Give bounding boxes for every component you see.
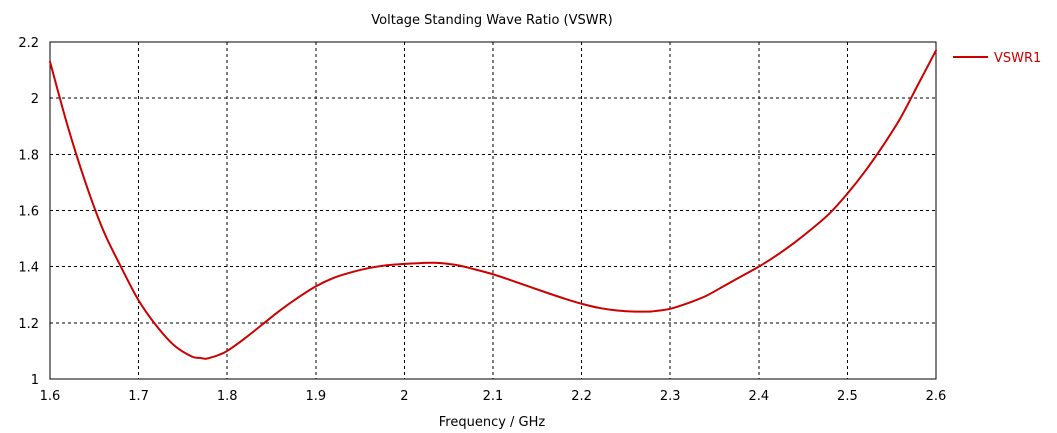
grid-layer	[50, 42, 936, 379]
y-tick-label: 1.6	[18, 205, 39, 220]
x-axis-ticks: 1.6 1.7 1.8 1.9 2 2.1 2.2 2.3 2.4 2.5 2.6	[40, 389, 947, 404]
chart-title: Voltage Standing Wave Ratio (VSWR)	[371, 13, 612, 28]
x-tick-label: 2.5	[837, 389, 858, 404]
series-line-vswr1	[49, 49, 937, 360]
plot-frame	[49, 41, 937, 380]
x-tick-label: 2.1	[483, 389, 504, 404]
y-tick-label: 1	[31, 373, 39, 388]
plot-border	[49, 41, 937, 380]
y-tick-label: 1.8	[18, 148, 39, 163]
legend: VSWR1	[953, 51, 1041, 66]
series-layer	[49, 49, 937, 360]
legend-label-vswr1: VSWR1	[994, 51, 1041, 66]
y-tick-label: 2	[31, 92, 39, 107]
x-tick-label: 2.2	[571, 389, 592, 404]
x-tick-label: 2	[400, 389, 408, 404]
x-tick-label: 2.6	[926, 389, 947, 404]
x-tick-label: 1.7	[128, 389, 149, 404]
y-tick-label: 1.4	[18, 261, 39, 276]
y-axis-ticks: 1 1.2 1.4 1.6 1.8 2 2.2	[18, 36, 39, 388]
x-axis-label: Frequency / GHz	[439, 415, 546, 430]
x-tick-label: 1.6	[40, 389, 61, 404]
x-tick-label: 2.3	[660, 389, 681, 404]
y-tick-label: 2.2	[18, 36, 39, 51]
x-tick-label: 1.8	[217, 389, 238, 404]
x-tick-label: 2.4	[748, 389, 769, 404]
x-tick-label: 1.9	[305, 389, 326, 404]
y-tick-label: 1.2	[18, 317, 39, 332]
